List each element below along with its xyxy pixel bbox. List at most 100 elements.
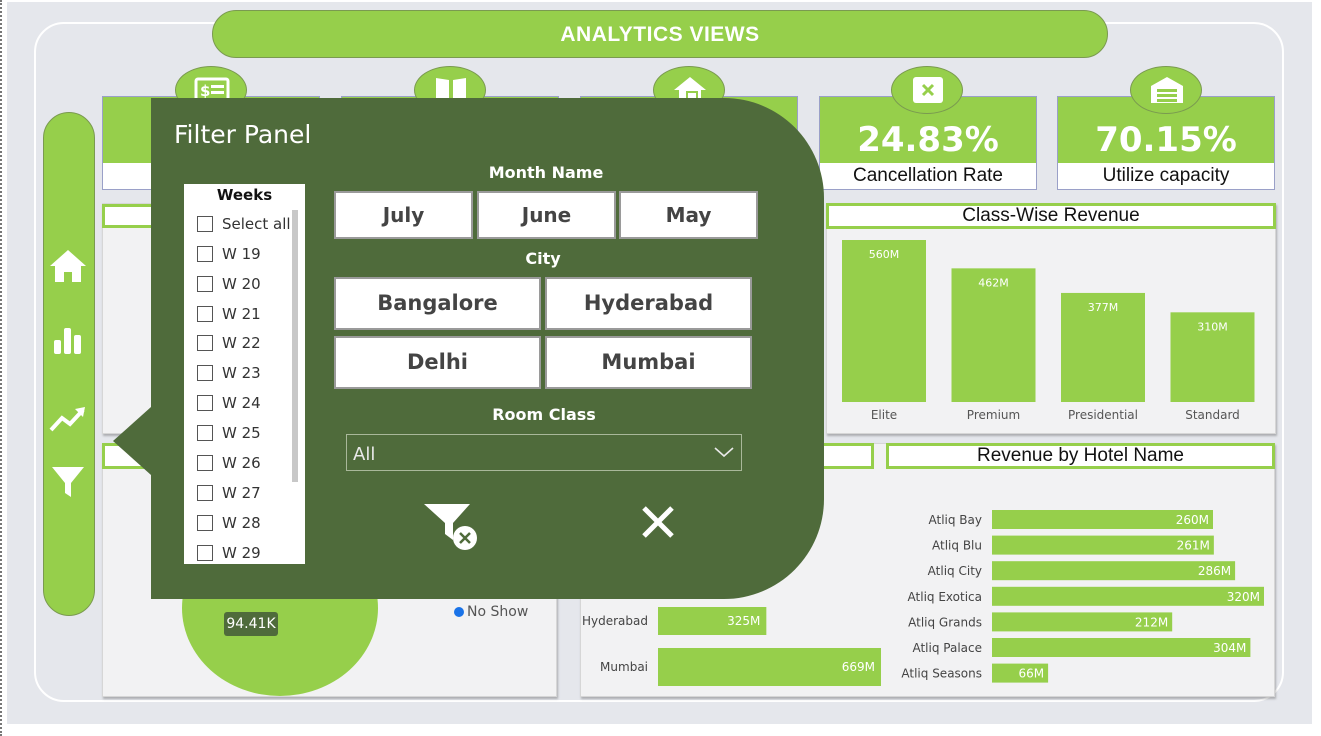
class-revenue-title: Class-Wise Revenue (826, 203, 1276, 229)
city-button-mumbai[interactable]: Mumbai (545, 336, 752, 389)
week-option[interactable]: W 20 (197, 273, 261, 295)
bar (992, 561, 1236, 581)
home-icon[interactable] (48, 246, 88, 286)
weeks-heading: Weeks (216, 186, 273, 204)
bar (992, 510, 1213, 529)
bar-value-label: 260M (1176, 513, 1209, 527)
bar (992, 638, 1251, 657)
week-option[interactable]: W 28 (197, 512, 261, 534)
bar-category-label: Atliq Exotica (908, 590, 982, 604)
bar (842, 240, 926, 402)
weeks-scrollbar[interactable] (292, 210, 298, 482)
bar-category-label: Hyderabad (582, 614, 648, 628)
room-class-dropdown[interactable]: All (346, 434, 742, 471)
city-button-hyderabad[interactable]: Hyderabad (545, 277, 752, 330)
checkbox[interactable] (197, 246, 213, 262)
bar (992, 535, 1214, 555)
bar (1170, 312, 1255, 402)
bar (951, 268, 1036, 402)
city-button-bangalore[interactable]: Bangalore (334, 277, 541, 330)
bar (992, 612, 1173, 632)
week-option[interactable]: W 23 (197, 362, 261, 384)
filter-panel-title: Filter Panel (174, 120, 312, 149)
bar (658, 607, 767, 635)
page-title: ANALYTICS VIEWS (212, 10, 1108, 58)
clear-filter-icon[interactable] (420, 500, 482, 552)
checkbox[interactable] (197, 545, 213, 561)
bar-category-label: Atliq Palace (912, 641, 982, 655)
dropdown-value: All (353, 444, 376, 465)
sidebar-nav (43, 112, 95, 616)
checkbox[interactable] (197, 335, 213, 351)
week-option[interactable]: W 25 (197, 422, 261, 444)
bar-value-label: 212M (1135, 615, 1168, 629)
garage-icon (1130, 66, 1202, 114)
checkbox[interactable] (197, 515, 213, 531)
filter-panel-pointer (113, 407, 151, 475)
kpi-label: Utilize capacity (1058, 163, 1274, 189)
week-option[interactable]: W 24 (197, 392, 261, 414)
bar-category-label: Atliq Blu (932, 539, 982, 553)
city-button-delhi[interactable]: Delhi (334, 336, 541, 389)
week-option[interactable]: W 27 (197, 482, 261, 504)
class-revenue-chart: 560M Elite 462M Premium 377M Presidential 310M… (842, 240, 1255, 422)
bar-category-label: Atliq Seasons (901, 667, 982, 681)
checkbox[interactable] (197, 395, 213, 411)
bar (1061, 292, 1145, 402)
week-option[interactable]: W 26 (197, 452, 261, 474)
week-option[interactable]: W 19 (197, 243, 261, 265)
bar-value-label: 66M (1018, 667, 1044, 681)
legend-dot (454, 607, 464, 617)
trend-icon[interactable] (48, 400, 88, 440)
svg-text:$: $ (200, 82, 210, 100)
bar-value-label: 462M (978, 276, 1009, 289)
chevron-down-icon (714, 447, 734, 458)
week-option[interactable]: W 21 (197, 303, 261, 325)
month-heading: Month Name (488, 163, 604, 182)
checkbox[interactable] (197, 455, 213, 471)
bar-category-label: Standard (1185, 408, 1240, 422)
close-icon[interactable] (638, 502, 678, 542)
filter-icon[interactable] (48, 462, 88, 502)
week-option[interactable]: W 29 (197, 542, 261, 564)
hotel-revenue-title: Revenue by Hotel Name (886, 443, 1275, 469)
bar-value-label: 325M (727, 614, 760, 628)
bar-value-label: 377M (1088, 301, 1119, 314)
donut-value-badge: 94.41K (224, 612, 278, 636)
bar-value-label: 560M (869, 248, 900, 261)
week-option-select-all[interactable]: Select all (197, 213, 291, 235)
bar-category-label: Presidential (1068, 408, 1138, 422)
week-option[interactable]: W 22 (197, 332, 261, 354)
city-heading: City (525, 249, 561, 268)
bar-value-label: 286M (1198, 564, 1231, 578)
room-class-heading: Room Class (492, 405, 596, 424)
bar (992, 663, 1049, 683)
checkbox[interactable] (197, 306, 213, 322)
page-edge (0, 0, 3, 736)
bar-category-label: Elite (871, 408, 897, 422)
legend-no-show: No Show (454, 604, 528, 620)
bar-chart-icon[interactable] (48, 320, 88, 360)
hotel-revenue-chart: 260M Atliq Bay 261M Atliq Blu 286M Atliq City… (901, 510, 1264, 683)
month-button-july[interactable]: July (334, 191, 473, 239)
kpi-value: 70.15% (1058, 97, 1274, 163)
legend-label: No Show (467, 604, 529, 620)
bar (992, 586, 1264, 606)
checkbox[interactable] (197, 425, 213, 441)
city-revenue-chart: 325M Hyderabad 669M Mumbai (582, 607, 881, 686)
month-button-may[interactable]: May (619, 191, 758, 239)
bar-value-label: 304M (1213, 641, 1246, 655)
bar-value-label: 310M (1197, 320, 1228, 333)
checkbox[interactable] (197, 276, 213, 292)
weeks-slicer: Weeks Select all W 19 W 20 W 21 W 22 W 2… (184, 184, 305, 564)
month-button-june[interactable]: June (477, 191, 616, 239)
bar-category-label: Atliq City (928, 564, 982, 578)
bar (658, 648, 881, 686)
checkbox[interactable] (197, 365, 213, 381)
bar-value-label: 320M (1227, 590, 1260, 604)
bar-category-label: Premium (967, 408, 1020, 422)
checkbox[interactable] (197, 216, 213, 232)
checkbox[interactable] (197, 485, 213, 501)
bar-category-label: Atliq Bay (929, 513, 983, 527)
bar-value-label: 261M (1177, 539, 1210, 553)
